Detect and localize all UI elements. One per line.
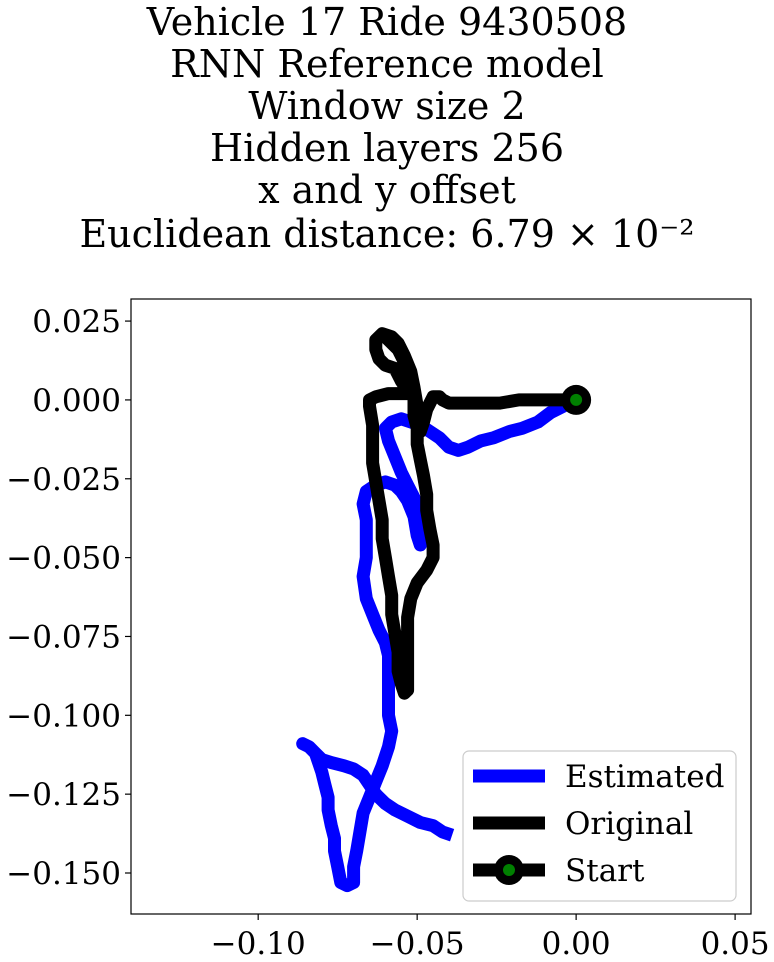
- series-line-estimated: [296, 394, 579, 893]
- y-tick-label: −0.125: [6, 777, 121, 813]
- y-tick-label: −0.050: [6, 541, 121, 577]
- y-tick-label: 0.000: [32, 383, 121, 419]
- title-line-2: RNN Reference model: [170, 42, 604, 86]
- x-tick-label: 0.00: [542, 926, 611, 962]
- legend-label-original: Original: [565, 806, 693, 842]
- x-tick-label: −0.05: [370, 926, 465, 962]
- y-tick-label: −0.075: [6, 619, 121, 655]
- title-line-4: Hidden layers 256: [209, 126, 565, 170]
- y-tick-label: 0.025: [32, 304, 121, 340]
- y-tick-label: −0.025: [6, 462, 121, 498]
- series-line-original: [363, 327, 577, 700]
- legend-label-estimated: Estimated: [565, 759, 724, 795]
- title-line-1: Vehicle 17 Ride 9430508: [146, 0, 628, 44]
- x-tick-label: −0.10: [211, 926, 306, 962]
- axes-frame: [130, 298, 752, 915]
- title-line-5: x and y offset: [258, 168, 516, 212]
- y-tick-label: −0.150: [6, 856, 121, 892]
- title-line-3: Window size 2: [248, 84, 526, 128]
- title-line-6: Euclidean distance: 6.79 × 10⁻²: [79, 212, 695, 256]
- legend-start-marker-center: [503, 864, 515, 876]
- x-tick-label: 0.05: [701, 926, 770, 962]
- start-marker-center: [570, 393, 583, 406]
- y-tick-label: −0.100: [6, 698, 121, 734]
- legend-label-start: Start: [565, 853, 645, 889]
